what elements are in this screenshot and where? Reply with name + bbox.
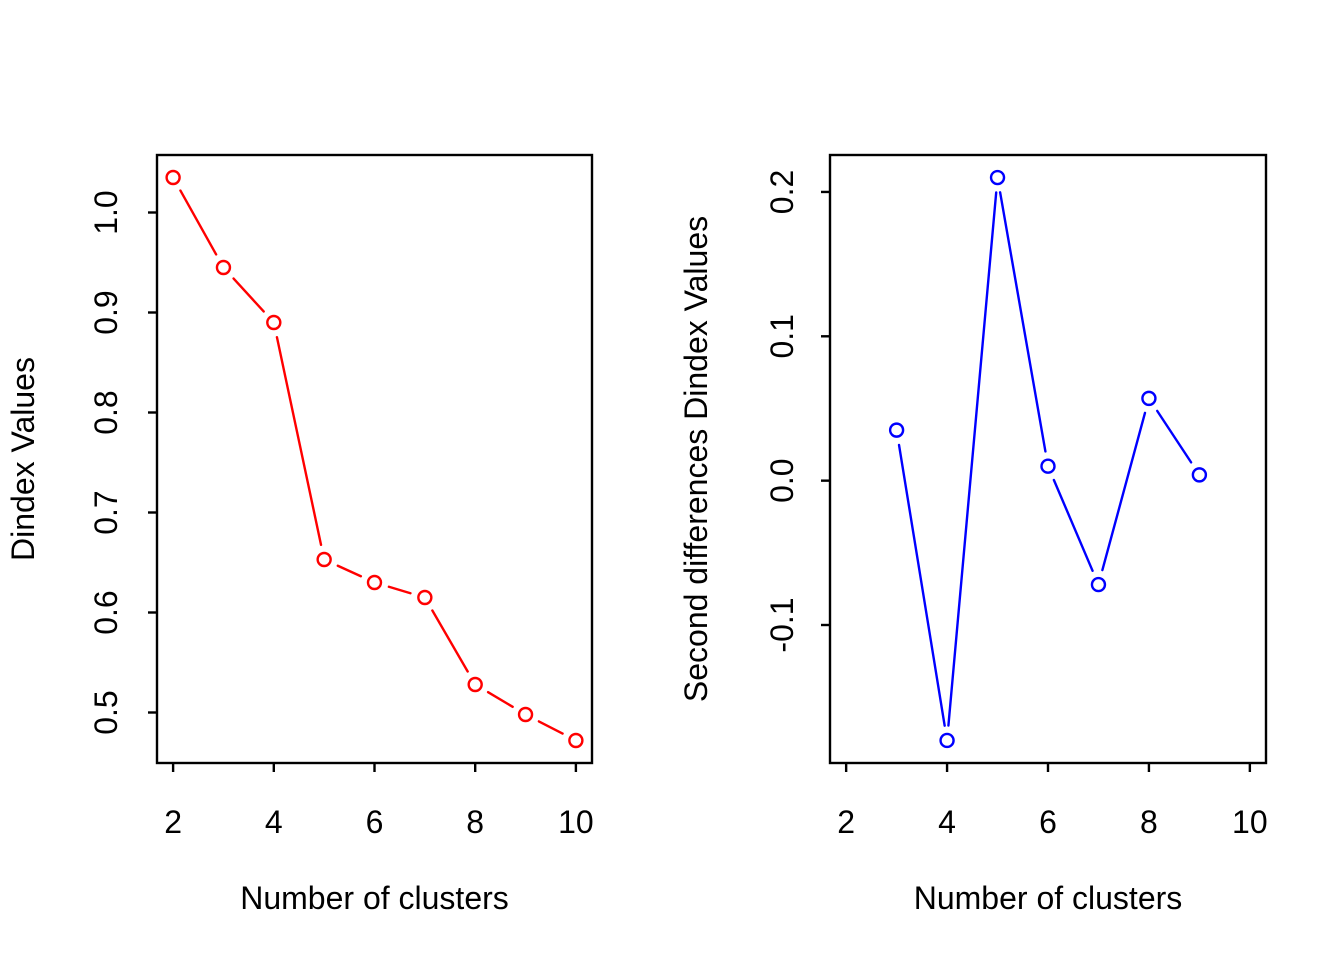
right-y-axis-title: Second differences Dindex Values [678, 216, 714, 702]
series-line-segment [1101, 411, 1147, 572]
series-line-segment [486, 690, 514, 709]
data-point-marker [1191, 467, 1208, 483]
y-axis-tick-label: 0.7 [88, 490, 124, 534]
right-series-layer [888, 169, 1208, 749]
dindex-values-plot-canvas: Number of clusters Dindex Values 2 4 6 8 10 0… [5, 153, 594, 916]
y-axis-tick-label: 1.0 [88, 190, 124, 234]
y-axis-tick-label: 0.5 [88, 690, 124, 734]
left-axes-layer: 2 4 6 8 10 0.5 0.6 0.7 0.8 0.9 1.0 [88, 153, 594, 840]
data-point-marker [215, 259, 232, 276]
data-point-marker [1090, 576, 1107, 593]
y-axis-tick-label: 0.6 [88, 590, 124, 634]
data-point-marker [568, 732, 584, 749]
series-line-segment [336, 564, 363, 578]
data-point-marker [1040, 458, 1056, 474]
series-line-segment [998, 191, 1047, 453]
data-point-marker [517, 706, 534, 723]
series-line-segment [431, 609, 469, 673]
y-axis-tick-label: 0.8 [88, 390, 124, 434]
right-x-axis-title: Number of clusters [914, 880, 1183, 916]
second-differences-panel: Number of clusters Second differences Di… [672, 0, 1344, 960]
series-line-segment [275, 335, 323, 547]
data-point-marker [417, 589, 433, 606]
dindex-values-panel: Number of clusters Dindex Values 2 4 6 8 10 0… [5, 153, 594, 916]
x-axis-tick-label: 2 [837, 804, 855, 840]
second-differences-plot-canvas: Number of clusters Second differences Di… [678, 153, 1268, 916]
right-axes-layer: 2 4 6 8 10 -0.1 0.0 0.1 0.2 [764, 153, 1268, 840]
x-axis-tick-label: 10 [1232, 804, 1268, 840]
left-series-layer [165, 169, 584, 749]
data-point-marker [266, 314, 282, 331]
series-line-segment [179, 189, 218, 256]
x-axis-tick-label: 6 [1039, 804, 1057, 840]
x-axis-tick-label: 8 [466, 804, 484, 840]
left-y-axis-title: Dindex Values [5, 357, 41, 561]
x-axis-tick-label: 4 [265, 804, 283, 840]
series-line-segment [947, 191, 998, 727]
left-x-axis-title: Number of clusters [240, 880, 509, 916]
data-point-marker [316, 551, 332, 568]
series-line-segment [232, 277, 265, 313]
y-axis-tick-label: 0.2 [764, 170, 800, 214]
series-line-segment [1052, 478, 1094, 572]
y-axis-tick-label: 0.9 [88, 290, 124, 334]
data-point-marker [366, 574, 383, 591]
plot-frame [155, 153, 594, 765]
data-point-marker [1141, 390, 1157, 407]
x-axis-tick-label: 4 [938, 804, 956, 840]
data-point-marker [888, 422, 905, 438]
y-axis-tick-label: -0.1 [764, 597, 800, 652]
series-line-segment [897, 443, 946, 727]
x-axis-tick-label: 6 [366, 804, 384, 840]
series-line-segment [387, 585, 412, 595]
series-line-segment [1155, 409, 1193, 464]
data-point-marker [165, 169, 181, 186]
x-axis-tick-label: 10 [558, 804, 594, 840]
y-axis-tick-label: 0.1 [764, 314, 800, 358]
x-axis-tick-label: 2 [164, 804, 182, 840]
data-point-marker [939, 732, 955, 749]
data-point-marker [989, 169, 1006, 186]
data-point-marker [467, 676, 483, 693]
y-axis-tick-label: 0.0 [764, 458, 800, 502]
series-line-segment [537, 720, 564, 735]
x-axis-tick-label: 8 [1140, 804, 1158, 840]
